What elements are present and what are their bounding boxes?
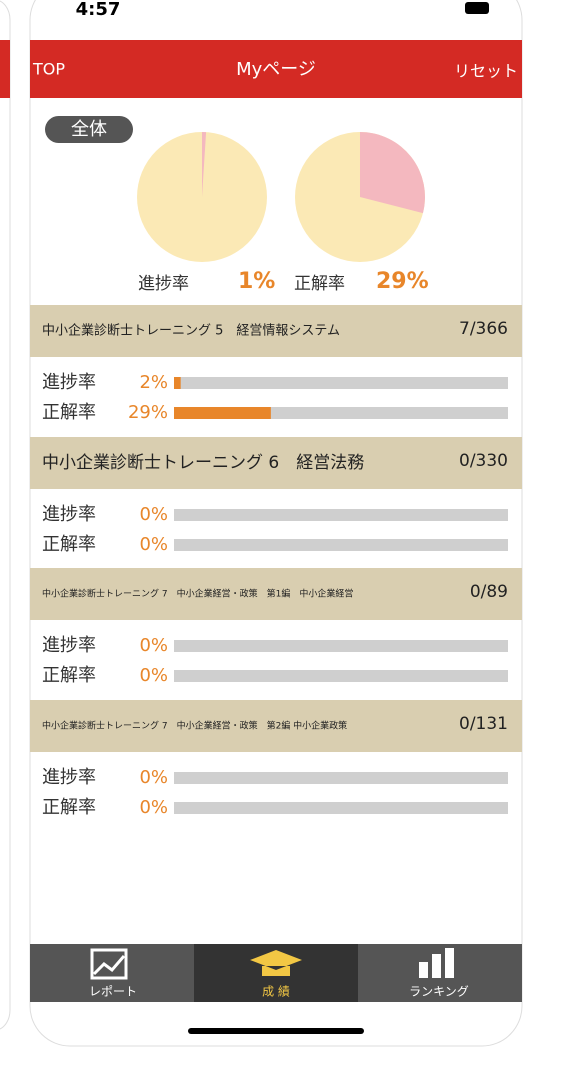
course-header [30, 700, 522, 752]
top-button[interactable]: TOP [32, 60, 65, 79]
course-header [30, 305, 522, 357]
course-count: 0/330 [459, 451, 508, 471]
course-header [30, 437, 522, 489]
badge-text: 全体 [71, 119, 107, 140]
bar-track [174, 670, 508, 682]
course-title: 中小企業診断士トレーニング 5 経営情報システム [42, 323, 340, 339]
row-label: 進捗率 [42, 504, 96, 525]
row-label: 進捗率 [42, 767, 96, 788]
row-value: 0% [139, 504, 168, 525]
pie-label: 正解率 [294, 274, 345, 294]
course-title: 中小企業診断士トレーニング 7 中小企業経営・政策 第2編 中小企業政策 [42, 720, 347, 732]
home-indicator [188, 1028, 364, 1034]
battery [465, 2, 489, 14]
grade-icon [250, 950, 302, 976]
bar-track [174, 802, 508, 814]
badge [45, 116, 133, 143]
row-label: 正解率 [42, 797, 96, 818]
pie-value: 1% [238, 269, 275, 294]
bar-track [174, 772, 508, 784]
bar-track [174, 509, 508, 521]
phone-frame [29, 0, 523, 1047]
row-label: 正解率 [42, 665, 96, 686]
row-value: 2% [139, 372, 168, 393]
tab-label[interactable]: レポート [89, 985, 137, 999]
row-label: 正解率 [42, 402, 96, 423]
status-time: 4:57 [76, 0, 121, 20]
bar-fill [174, 407, 271, 419]
reset-button[interactable]: リセット [454, 62, 518, 81]
side-header [0, 40, 10, 98]
pie-value: 29% [376, 269, 429, 294]
row-label: 進捗率 [42, 372, 96, 393]
row-label: 正解率 [42, 534, 96, 555]
ranking-icon [419, 948, 454, 978]
row-value: 0% [139, 767, 168, 788]
course-title: 中小企業診断士トレーニング 6 経営法務 [42, 453, 364, 473]
course-title: 中小企業診断士トレーニング 7 中小企業経営・政策 第1編 中小企業経営 [42, 588, 353, 600]
course-count: 7/366 [459, 319, 508, 339]
pie-label: 進捗率 [138, 274, 189, 294]
pie-slice [360, 132, 425, 214]
bar-track [174, 377, 508, 389]
row-value: 29% [128, 402, 168, 423]
row-label: 進捗率 [42, 635, 96, 656]
tab-label[interactable]: 成 績 [262, 985, 290, 999]
bar-track [174, 539, 508, 551]
row-value: 0% [139, 534, 168, 555]
course-count: 0/89 [470, 582, 508, 602]
side-phone [0, 0, 11, 1030]
header-bar [30, 40, 522, 98]
tab-label[interactable]: ランキング [409, 985, 469, 999]
course-count: 0/131 [459, 714, 508, 734]
bar-fill [174, 377, 181, 389]
row-value: 0% [139, 797, 168, 818]
pie-slice [202, 132, 207, 197]
page-title: Myページ [236, 59, 316, 80]
bar-track [174, 640, 508, 652]
course-header [30, 568, 522, 620]
report-icon [90, 948, 128, 980]
row-value: 0% [139, 635, 168, 656]
row-value: 0% [139, 665, 168, 686]
